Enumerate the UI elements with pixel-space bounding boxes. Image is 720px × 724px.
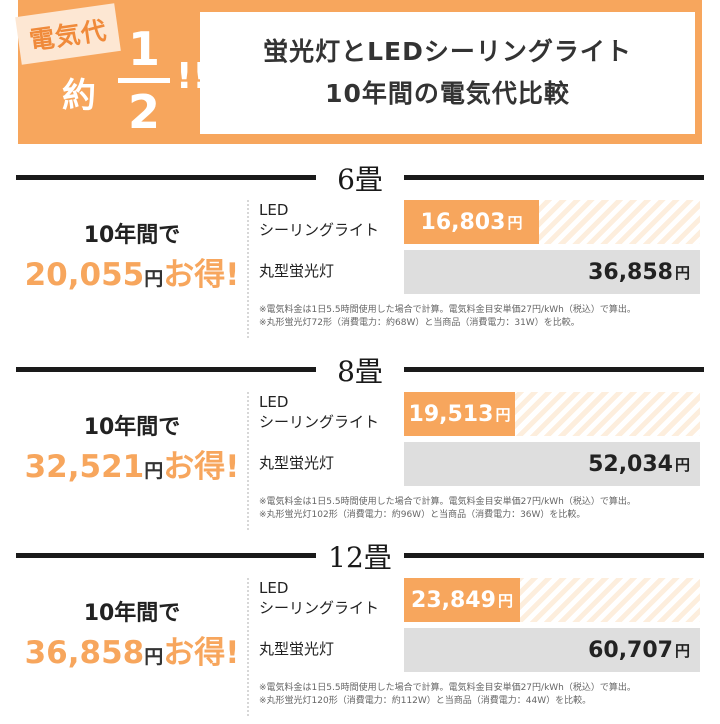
- led-label-line2: シーリングライト: [259, 221, 380, 239]
- fluorescent-cost-bar: 36,858 円: [404, 250, 700, 294]
- section-divider-left: [16, 175, 316, 180]
- fluorescent-cost-value: 60,707: [588, 637, 673, 663]
- yen-unit: 円: [674, 641, 690, 660]
- savings-amount: 20,055円お得!: [16, 254, 248, 300]
- savings-value: 20,055: [24, 257, 145, 293]
- fraction-denominator: 2: [127, 85, 160, 139]
- fraction-numerator: 1: [127, 22, 160, 76]
- fluorescent-label: 丸型蛍光灯: [259, 640, 335, 658]
- led-cost-bar: 23,849 円: [404, 578, 520, 622]
- title-box: 蛍光灯とLEDシーリングライト 10年間の電気代比較: [200, 12, 695, 134]
- savings-tail: お得!: [163, 635, 240, 671]
- title-line-1: 蛍光灯とLEDシーリングライト: [263, 37, 632, 66]
- savings-unit: 円: [144, 268, 164, 290]
- led-label: LED シーリングライト: [259, 392, 379, 432]
- footnote-comparison: ※丸形蛍光灯102形（消費電力：約96W）と当商品（消費電力：36W）を比較。: [259, 510, 586, 520]
- savings-value: 32,521: [24, 449, 145, 485]
- savings-summary: 10年間で 36,858円お得!: [16, 584, 248, 678]
- led-label-line1: LED: [259, 393, 289, 411]
- savings-amount: 32,521円お得!: [16, 446, 248, 492]
- footnote-rate: ※電気料金は1日5.5時間使用した場合で計算。電気料金目安単価27円/kWh（税…: [259, 305, 636, 315]
- savings-amount: 36,858円お得!: [16, 632, 248, 678]
- led-label-line2: シーリングライト: [259, 599, 380, 617]
- yen-unit: 円: [507, 213, 523, 232]
- section-divider-right: [404, 175, 704, 180]
- yen-unit: 円: [497, 591, 513, 610]
- led-label: LED シーリングライト: [259, 200, 379, 240]
- savings-heading: 10年間で: [83, 601, 181, 626]
- savings-heading: 10年間で: [83, 415, 181, 440]
- fluorescent-cost-bar: 60,707 円: [404, 628, 700, 672]
- yen-unit: 円: [495, 405, 511, 424]
- half-fraction: 1 2: [118, 22, 170, 139]
- savings-summary: 10年間で 32,521円お得!: [16, 398, 248, 492]
- fraction-bar: [118, 78, 170, 83]
- fluorescent-cost-value: 36,858: [588, 259, 673, 285]
- section-6-jo: 6畳 10年間で 20,055円お得! LED シーリングライト 16,803 円 …: [0, 163, 720, 346]
- section-divider-left: [16, 553, 316, 558]
- section-divider-right: [404, 367, 704, 372]
- footnote-rate: ※電気料金は1日5.5時間使用した場合で計算。電気料金目安単価27円/kWh（税…: [259, 497, 636, 507]
- led-label-line1: LED: [259, 579, 289, 597]
- led-cost-value: 16,803: [420, 209, 506, 235]
- section-8-jo: 8畳 10年間で 32,521円お得! LED シーリングライト 19,513 円 …: [0, 355, 720, 538]
- yen-unit: 円: [674, 263, 690, 282]
- fluorescent-cost-value: 52,034: [588, 451, 673, 477]
- fluorescent-cost-bar: 52,034 円: [404, 442, 700, 486]
- savings-unit: 円: [144, 460, 164, 482]
- approx-label: 約: [62, 76, 96, 116]
- footnote-comparison: ※丸形蛍光灯72形（消費電力：約68W）と当商品（消費電力：31W）を比較。: [259, 318, 580, 328]
- savings-tail: お得!: [163, 449, 240, 485]
- section-12-jo: 12畳 10年間で 36,858円お得! LED シーリングライト 23,849 円…: [0, 541, 720, 724]
- yen-unit: 円: [674, 455, 690, 474]
- savings-heading: 10年間で: [83, 223, 181, 248]
- led-label: LED シーリングライト: [259, 578, 379, 618]
- led-cost-value: 19,513: [408, 401, 494, 427]
- savings-badge: 電気代 約 1 2 !!: [15, 0, 209, 144]
- footnote-comparison: ※丸形蛍光灯120形（消費電力：約112W）と当商品（消費電力：44W）を比較。: [259, 696, 592, 706]
- fluorescent-label: 丸型蛍光灯: [259, 454, 335, 472]
- section-title: 6畳: [337, 163, 383, 196]
- savings-tail: お得!: [163, 257, 240, 293]
- dotted-divider: [247, 200, 249, 338]
- dotted-divider: [247, 392, 249, 530]
- led-cost-value: 23,849: [411, 587, 496, 613]
- savings-summary: 10年間で 20,055円お得!: [16, 206, 248, 300]
- led-cost-bar: 16,803 円: [404, 200, 539, 244]
- led-label-line2: シーリングライト: [259, 413, 380, 431]
- section-title: 12畳: [328, 541, 392, 574]
- section-divider-left: [16, 367, 316, 372]
- footnote-rate: ※電気料金は1日5.5時間使用した場合で計算。電気料金目安単価27円/kWh（税…: [259, 683, 636, 693]
- section-title: 8畳: [337, 355, 383, 388]
- led-cost-bar: 19,513 円: [404, 392, 515, 436]
- electricity-cost-badge: 電気代: [15, 3, 121, 65]
- savings-unit: 円: [144, 646, 164, 668]
- savings-value: 36,858: [24, 635, 145, 671]
- section-divider-right: [404, 553, 704, 558]
- fluorescent-label: 丸型蛍光灯: [259, 262, 335, 280]
- dotted-divider: [247, 578, 249, 716]
- led-label-line1: LED: [259, 201, 289, 219]
- title-line-2: 10年間の電気代比較: [325, 79, 570, 108]
